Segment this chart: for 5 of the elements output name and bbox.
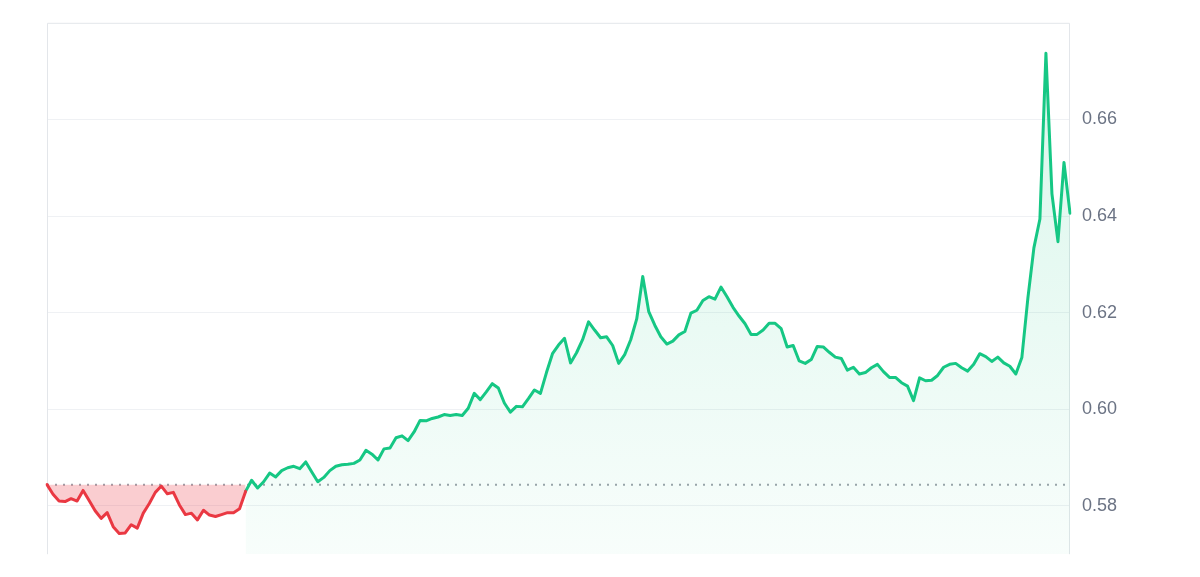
y-tick-label: 0.58 bbox=[1082, 494, 1118, 515]
y-tick-label: 0.66 bbox=[1082, 108, 1118, 129]
y-tick-label: 0.62 bbox=[1082, 301, 1118, 322]
y-tick-label: 0.60 bbox=[1082, 398, 1118, 419]
y-tick-label: 0.64 bbox=[1082, 205, 1118, 226]
